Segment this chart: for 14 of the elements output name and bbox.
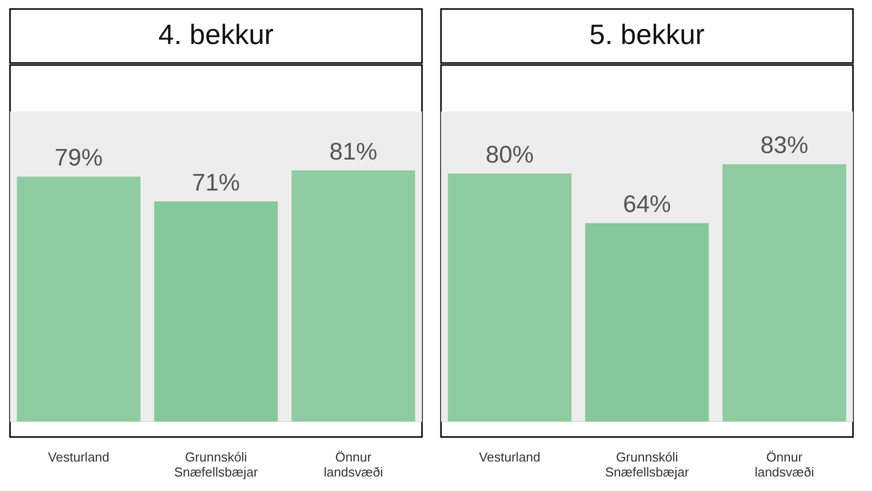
x-tick-label: Vesturland	[478, 450, 540, 464]
x-tick-label: Grunnskóli Snæfellsbæjar	[605, 450, 690, 480]
x-tick-label: Önnur landsvæði	[754, 450, 814, 480]
data-label: 71%	[192, 169, 240, 196]
data-label: 80%	[486, 142, 534, 168]
data-label: 83%	[760, 132, 808, 160]
chart-title: 4. bekkur	[158, 19, 274, 50]
data-label: 64%	[622, 191, 672, 218]
x-tick-label: Vesturland	[48, 450, 110, 464]
data-label: 81%	[329, 138, 378, 166]
chart-title: 5. bekkur	[589, 19, 705, 50]
x-tick-label: Önnur landsvæði	[324, 450, 384, 480]
x-tick-label: Grunnskóli Snæfellsbæjar	[174, 450, 259, 480]
data-label: 79%	[54, 144, 103, 172]
